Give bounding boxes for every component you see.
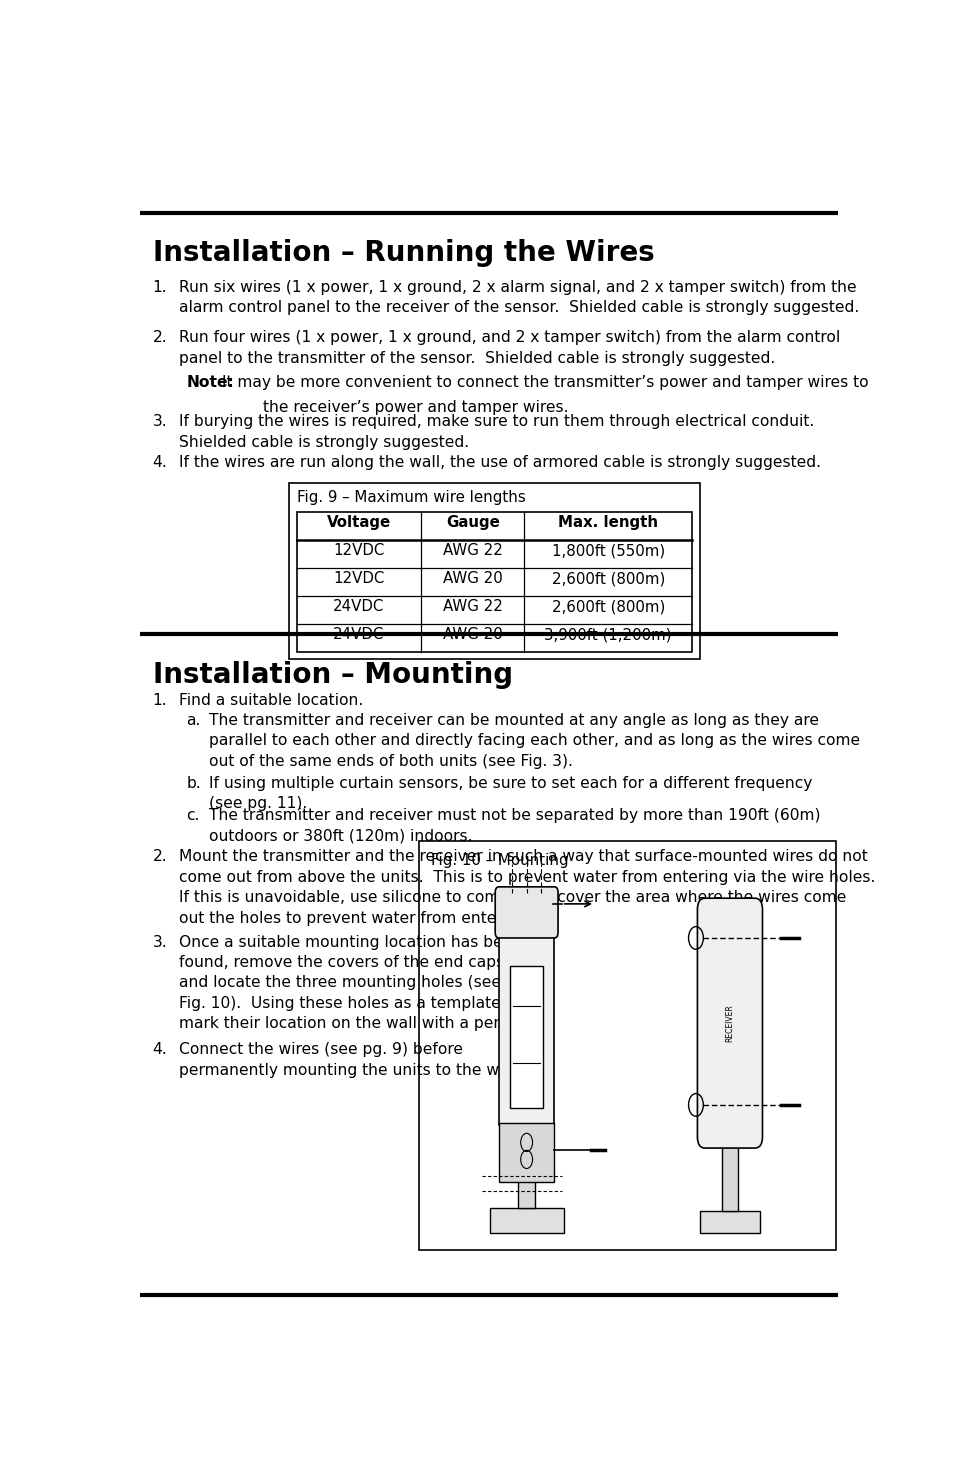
Text: If burying the wires is required, make sure to run them through electrical condu: If burying the wires is required, make s…	[179, 414, 814, 450]
Text: Installation – Running the Wires: Installation – Running the Wires	[152, 239, 654, 267]
Text: 2,600ft (800m): 2,600ft (800m)	[551, 599, 664, 614]
Text: 24VDC: 24VDC	[333, 627, 384, 642]
Text: Note:: Note:	[187, 375, 234, 389]
Text: 24VDC: 24VDC	[333, 599, 384, 614]
Text: Find a suitable location.: Find a suitable location.	[179, 693, 363, 708]
Text: The transmitter and receiver must not be separated by more than 190ft (60m)
outd: The transmitter and receiver must not be…	[209, 808, 820, 844]
Text: The transmitter and receiver can be mounted at any angle as long as they are
par: The transmitter and receiver can be moun…	[209, 712, 859, 768]
Text: Fig. 9 – Maximum wire lengths: Fig. 9 – Maximum wire lengths	[296, 491, 525, 506]
FancyBboxPatch shape	[697, 898, 761, 1148]
Text: RECEIVER: RECEIVER	[724, 1004, 734, 1041]
Text: It may be more convenient to connect the transmitter’s power and tamper wires to: It may be more convenient to connect the…	[222, 375, 868, 389]
Text: 12VDC: 12VDC	[333, 543, 384, 559]
Text: Max. length: Max. length	[558, 515, 658, 531]
FancyBboxPatch shape	[495, 886, 558, 938]
Text: the receiver’s power and tamper wires.: the receiver’s power and tamper wires.	[262, 400, 568, 414]
Text: 2,600ft (800m): 2,600ft (800m)	[551, 571, 664, 587]
Text: 3,900ft (1,200m): 3,900ft (1,200m)	[544, 627, 671, 642]
Text: AWG 20: AWG 20	[442, 627, 502, 642]
Text: Gauge: Gauge	[445, 515, 499, 531]
Text: 1.: 1.	[152, 280, 167, 295]
Bar	[721, 1137, 738, 1211]
Text: 3.: 3.	[152, 935, 167, 950]
Text: AWG 22: AWG 22	[442, 599, 502, 614]
Bar	[419, 841, 835, 1251]
Bar	[498, 926, 554, 1125]
Text: Voltage: Voltage	[327, 515, 391, 531]
Text: AWG 22: AWG 22	[442, 543, 502, 559]
Bar	[510, 966, 542, 1108]
Text: Fig. 10 – Mounting: Fig. 10 – Mounting	[430, 853, 568, 867]
Text: Installation – Mounting: Installation – Mounting	[152, 661, 512, 689]
Text: If using multiple curtain sensors, be sure to set each for a different frequency: If using multiple curtain sensors, be su…	[209, 776, 811, 811]
Text: 4.: 4.	[152, 456, 167, 471]
Text: 3.: 3.	[152, 414, 167, 429]
Text: 1,800ft (550m): 1,800ft (550m)	[551, 543, 664, 559]
Bar	[489, 1208, 563, 1233]
Bar	[700, 1211, 759, 1233]
Bar	[518, 1122, 535, 1208]
Text: Mount the transmitter and the receiver in such a way that surface-mounted wires : Mount the transmitter and the receiver i…	[179, 850, 875, 926]
Text: Once a suitable mounting location has been
found, remove the covers of the end c: Once a suitable mounting location has be…	[179, 935, 525, 1031]
Text: a.: a.	[187, 712, 201, 729]
Text: 2.: 2.	[152, 330, 167, 345]
Text: 2.: 2.	[152, 850, 167, 864]
Bar	[289, 482, 699, 658]
Text: b.: b.	[187, 776, 201, 791]
Text: Run six wires (1 x power, 1 x ground, 2 x alarm signal, and 2 x tamper switch) f: Run six wires (1 x power, 1 x ground, 2 …	[179, 280, 859, 316]
Text: c.: c.	[187, 808, 200, 823]
Text: 4.: 4.	[152, 1043, 167, 1058]
Text: If the wires are run along the wall, the use of armored cable is strongly sugges: If the wires are run along the wall, the…	[179, 456, 821, 471]
Bar	[498, 1122, 554, 1181]
Bar	[296, 512, 692, 652]
Text: Connect the wires (see pg. 9) before
permanently mounting the units to the wall.: Connect the wires (see pg. 9) before per…	[179, 1043, 521, 1078]
Text: AWG 20: AWG 20	[442, 571, 502, 587]
Text: Run four wires (1 x power, 1 x ground, and 2 x tamper switch) from the alarm con: Run four wires (1 x power, 1 x ground, a…	[179, 330, 840, 366]
Text: 12VDC: 12VDC	[333, 571, 384, 587]
Text: 1.: 1.	[152, 693, 167, 708]
